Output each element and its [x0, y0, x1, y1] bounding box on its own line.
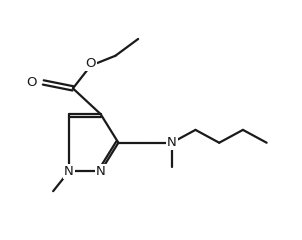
Text: O: O — [26, 76, 36, 89]
Text: N: N — [64, 165, 74, 178]
Text: O: O — [85, 57, 96, 70]
Text: N: N — [167, 136, 177, 149]
Text: N: N — [96, 165, 105, 178]
